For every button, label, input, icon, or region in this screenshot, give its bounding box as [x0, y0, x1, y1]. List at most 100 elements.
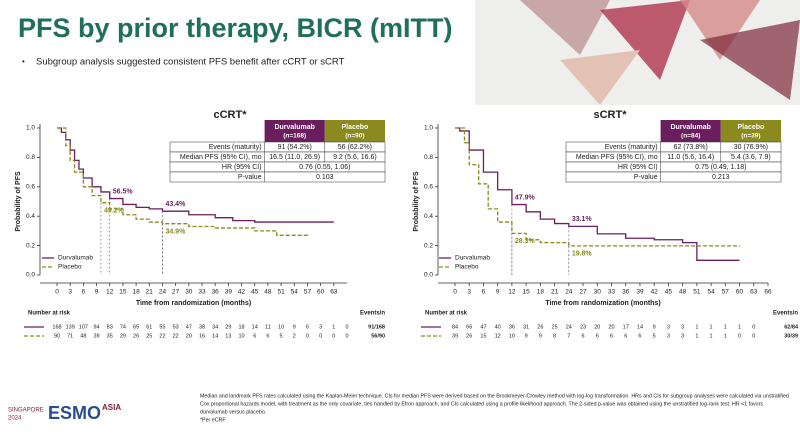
x-axis-label: Time from randomization (months) — [545, 300, 660, 307]
risk-count: 38 — [199, 324, 205, 330]
x-tick-label: 54 — [707, 289, 715, 296]
x-tick-label: 63 — [330, 289, 338, 296]
risk-count: 0 — [345, 324, 348, 330]
risk-count: 47 — [186, 324, 192, 330]
footnote: durvalumab versus placebo. — [200, 409, 266, 415]
x-tick-label: 15 — [523, 289, 531, 296]
risk-count: 6 — [596, 333, 599, 339]
x-tick-label: 18 — [132, 289, 140, 296]
risk-count: 8 — [553, 333, 556, 339]
x-tick-label: 45 — [251, 289, 259, 296]
y-tick-label: 0.8 — [424, 154, 433, 161]
x-tick-label: 30 — [185, 289, 193, 296]
table-cell: HR (95% CI) — [618, 164, 658, 171]
risk-count: 22 — [173, 333, 179, 339]
table-row — [169, 161, 386, 173]
risk-count: 15 — [480, 333, 486, 339]
x-tick-label: 9 — [95, 289, 99, 296]
risk-count: 39 — [452, 333, 458, 339]
table-header — [660, 120, 721, 142]
risk-count: 0 — [752, 333, 755, 339]
risk-count: 20 — [608, 324, 614, 330]
km-curve — [455, 127, 740, 261]
risk-title: Number at risk — [28, 311, 71, 317]
risk-count: 14 — [252, 324, 258, 330]
risk-count: 1 — [695, 324, 698, 330]
table-header-n: (n=90) — [345, 133, 364, 140]
table-header-n: (n=39) — [741, 133, 760, 140]
bullet: Subgroup analysis suggested consistent P… — [36, 57, 345, 68]
risk-count: 1 — [724, 333, 727, 339]
risk-count: 9 — [653, 324, 656, 330]
table-row — [169, 171, 386, 183]
risk-count: 39 — [93, 333, 99, 339]
risk-count: 0 — [345, 333, 348, 339]
x-tick-label: 3 — [68, 289, 72, 296]
y-tick-label: 0.4 — [26, 213, 35, 220]
x-tick-label: 39 — [636, 289, 644, 296]
x-tick-label: 42 — [651, 289, 659, 296]
risk-count: 26 — [133, 333, 139, 339]
y-tick-label: 0.2 — [26, 242, 35, 249]
x-tick-label: 0 — [453, 289, 457, 296]
risk-count: 1 — [332, 324, 335, 330]
landmark-label: 47.9% — [515, 194, 536, 201]
x-tick-label: 57 — [722, 289, 730, 296]
footnote: Median and landmark PFS rates calculated… — [200, 393, 789, 399]
legend-label: Durvalumab — [455, 255, 490, 262]
landmark-label: 49.2% — [104, 208, 125, 215]
y-tick-label: 0.6 — [26, 184, 35, 191]
risk-count: 0 — [332, 333, 335, 339]
decor — [600, 0, 690, 80]
risk-events: 56/90 — [371, 333, 385, 339]
x-tick-label: 33 — [608, 289, 616, 296]
risk-count: 10 — [278, 324, 284, 330]
table-row — [565, 171, 782, 183]
table-row — [565, 161, 782, 173]
risk-count: 168 — [52, 324, 61, 330]
risk-count: 36 — [509, 324, 515, 330]
risk-count: 47 — [480, 324, 486, 330]
logo-brand: ESMO — [48, 403, 101, 423]
risk-count: 6 — [266, 333, 269, 339]
risk-count: 2 — [293, 333, 296, 339]
x-tick-label: 45 — [665, 289, 673, 296]
table-cell: 62 (73.8%) — [674, 144, 708, 151]
x-tick-label: 12 — [508, 289, 516, 296]
risk-count: 40 — [495, 324, 501, 330]
x-tick-label: 15 — [119, 289, 127, 296]
risk-count: 48 — [80, 333, 86, 339]
table-header-n: (n=84) — [681, 133, 700, 140]
risk-count: 26 — [537, 324, 543, 330]
y-tick-label: 0.6 — [424, 184, 433, 191]
risk-count: 139 — [66, 324, 75, 330]
risk-count: 61 — [146, 324, 152, 330]
logo-region: ASIA — [102, 403, 121, 412]
x-tick-label: 3 — [467, 289, 471, 296]
x-tick-label: 63 — [750, 289, 758, 296]
x-tick-label: 57 — [304, 289, 312, 296]
x-tick-label: 27 — [172, 289, 180, 296]
risk-count: 14 — [212, 333, 218, 339]
landmark-label: 56.5% — [113, 188, 134, 195]
table-cell: 0.76 (0.55, 1.06) — [299, 164, 350, 171]
landmark-label: 19.8% — [572, 251, 593, 258]
table-cell: 9.2 (5.6, 16.6) — [333, 154, 377, 161]
y-tick-label: 0.0 — [26, 272, 35, 279]
risk-count: 24 — [566, 324, 572, 330]
risk-count: 6 — [638, 333, 641, 339]
table-header-n: (n=168) — [283, 133, 306, 140]
risk-count: 18 — [238, 324, 244, 330]
legend-label: Durvalumab — [58, 255, 93, 262]
y-tick-label: 1.0 — [26, 125, 35, 132]
landmark-label: 34.9% — [165, 229, 186, 236]
risk-count: 22 — [159, 333, 165, 339]
risk-count: 5 — [653, 333, 656, 339]
table-header — [324, 120, 385, 142]
risk-count: 0 — [306, 333, 309, 339]
risk-count: 55 — [159, 324, 165, 330]
risk-count: 7 — [567, 333, 570, 339]
risk-count: 11 — [265, 324, 271, 330]
risk-count: 74 — [120, 324, 126, 330]
x-tick-label: 39 — [225, 289, 233, 296]
